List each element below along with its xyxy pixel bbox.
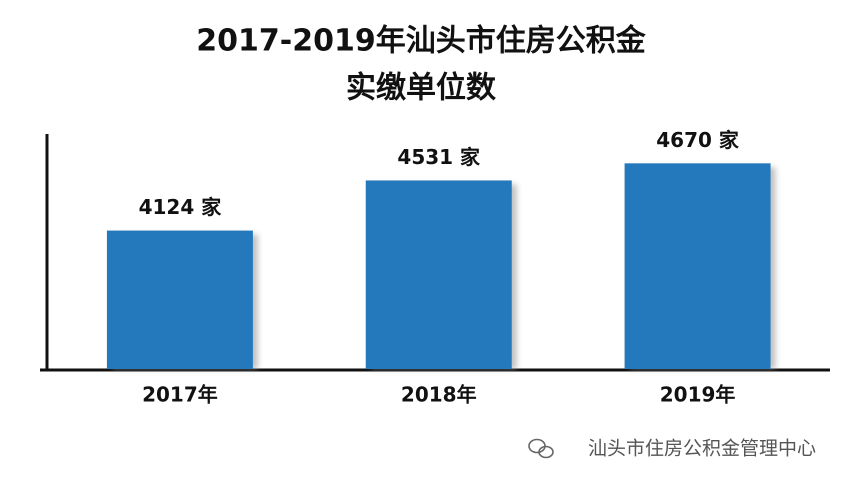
value-label: 4531 家 [397, 145, 481, 169]
chart-title: 2017-2019年汕头市住房公积金 [196, 24, 646, 59]
bar [106, 230, 253, 369]
bar [624, 163, 771, 369]
x-tick-label: 2019年 [660, 383, 736, 407]
value-label: 4670 家 [656, 128, 740, 152]
chart-title: 实缴单位数 [346, 71, 497, 106]
value-label: 4124 家 [139, 195, 223, 219]
watermark: 汕头市住房公积金管理中心 [588, 438, 816, 460]
x-tick-label: 2018年 [401, 383, 477, 407]
x-tick-label: 2017年 [142, 383, 218, 407]
bar [365, 180, 512, 369]
watermark-icon [528, 438, 554, 459]
